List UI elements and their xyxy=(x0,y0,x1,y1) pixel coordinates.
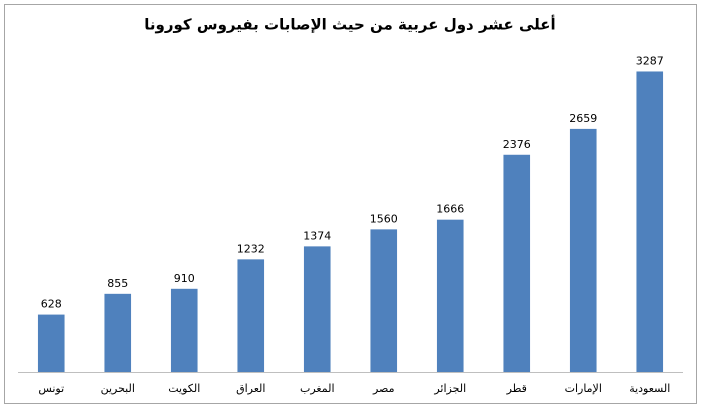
data-label: 1232 xyxy=(237,242,265,255)
data-label: 628 xyxy=(41,298,62,311)
chart-title: أعلى عشر دول عربية من حيث الإصابات بفيرو… xyxy=(144,15,555,34)
x-tick-label: الجزائر xyxy=(433,382,466,395)
bar xyxy=(636,71,664,372)
bar xyxy=(237,259,265,372)
bar xyxy=(370,229,398,372)
x-tick-label: الكويت xyxy=(168,382,200,395)
data-label: 1374 xyxy=(303,229,331,242)
bar xyxy=(303,246,331,372)
bar xyxy=(170,288,198,372)
x-tick-label: قطر xyxy=(506,382,527,395)
x-tick-label: العراق xyxy=(236,382,265,395)
x-tick-label: مصر xyxy=(372,382,395,395)
bar xyxy=(436,219,464,372)
data-label: 1560 xyxy=(370,212,398,225)
data-label: 2376 xyxy=(503,138,531,151)
data-label: 910 xyxy=(174,272,195,285)
data-label: 2659 xyxy=(569,112,597,125)
data-label: 3287 xyxy=(636,54,664,67)
data-label: 1666 xyxy=(436,203,464,216)
x-tick-label: المغرب xyxy=(300,382,335,395)
bar xyxy=(104,293,132,372)
data-label: 855 xyxy=(107,277,128,290)
x-tick-label: السعودية xyxy=(629,382,670,395)
bar xyxy=(37,314,65,372)
bar xyxy=(503,154,531,372)
x-tick-label: الإمارات xyxy=(565,382,602,395)
x-tick-label: تونس xyxy=(38,382,64,395)
bar xyxy=(569,128,597,372)
x-tick-label: البحرين xyxy=(101,382,135,395)
